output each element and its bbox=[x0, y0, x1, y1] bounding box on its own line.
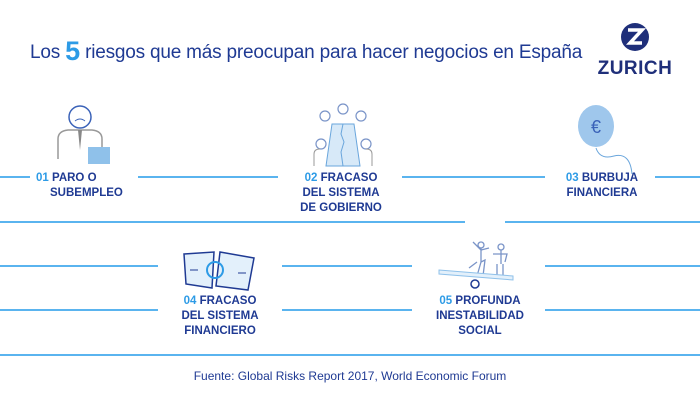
logo-text: ZURICH bbox=[597, 58, 673, 79]
divider-line bbox=[138, 176, 278, 178]
risk-label-05: 05 PROFUNDA INESTABILIDAD SOCIAL bbox=[436, 295, 524, 337]
divider-line bbox=[0, 265, 158, 267]
title-prefix: Los bbox=[30, 42, 61, 63]
page-title: Los 5 riesgos que más preocupan para hac… bbox=[30, 36, 582, 67]
divider-line bbox=[0, 354, 700, 356]
risk-label-04: 04 FRACASO DEL SISTEMA FINANCIERO bbox=[181, 295, 259, 337]
seesaw-people-icon bbox=[438, 241, 514, 289]
divider-line bbox=[0, 309, 158, 311]
risk-label-02: 02 FRACASO DEL SISTEMA DE GOBIERNO bbox=[300, 172, 382, 214]
divider-line bbox=[545, 265, 700, 267]
divider-line bbox=[0, 176, 30, 178]
divider-line bbox=[282, 265, 412, 267]
risk-label-03: 03 BURBUJA FINANCIERA bbox=[565, 172, 639, 199]
svg-text:€: € bbox=[591, 117, 601, 137]
euro-balloon-icon: € bbox=[578, 105, 633, 175]
unemployed-person-icon bbox=[57, 105, 110, 164]
title-suffix: riesgos que más preocupan para hacer neg… bbox=[85, 42, 583, 63]
broken-meeting-table-icon bbox=[313, 103, 373, 167]
divider-line bbox=[0, 221, 465, 223]
divider-line bbox=[505, 221, 700, 223]
zurich-logo: ZURICH bbox=[590, 22, 680, 80]
title-number: 5 bbox=[65, 36, 80, 66]
risk-label-01: 01 PARO O SUBEMPLEO bbox=[36, 172, 123, 199]
source-citation: Fuente: Global Risks Report 2017, World … bbox=[193, 369, 507, 383]
torn-banknote-icon bbox=[183, 251, 255, 291]
divider-line bbox=[282, 309, 412, 311]
divider-line bbox=[545, 309, 700, 311]
zurich-z-icon bbox=[621, 23, 649, 51]
divider-line bbox=[402, 176, 545, 178]
divider-line bbox=[655, 176, 700, 178]
